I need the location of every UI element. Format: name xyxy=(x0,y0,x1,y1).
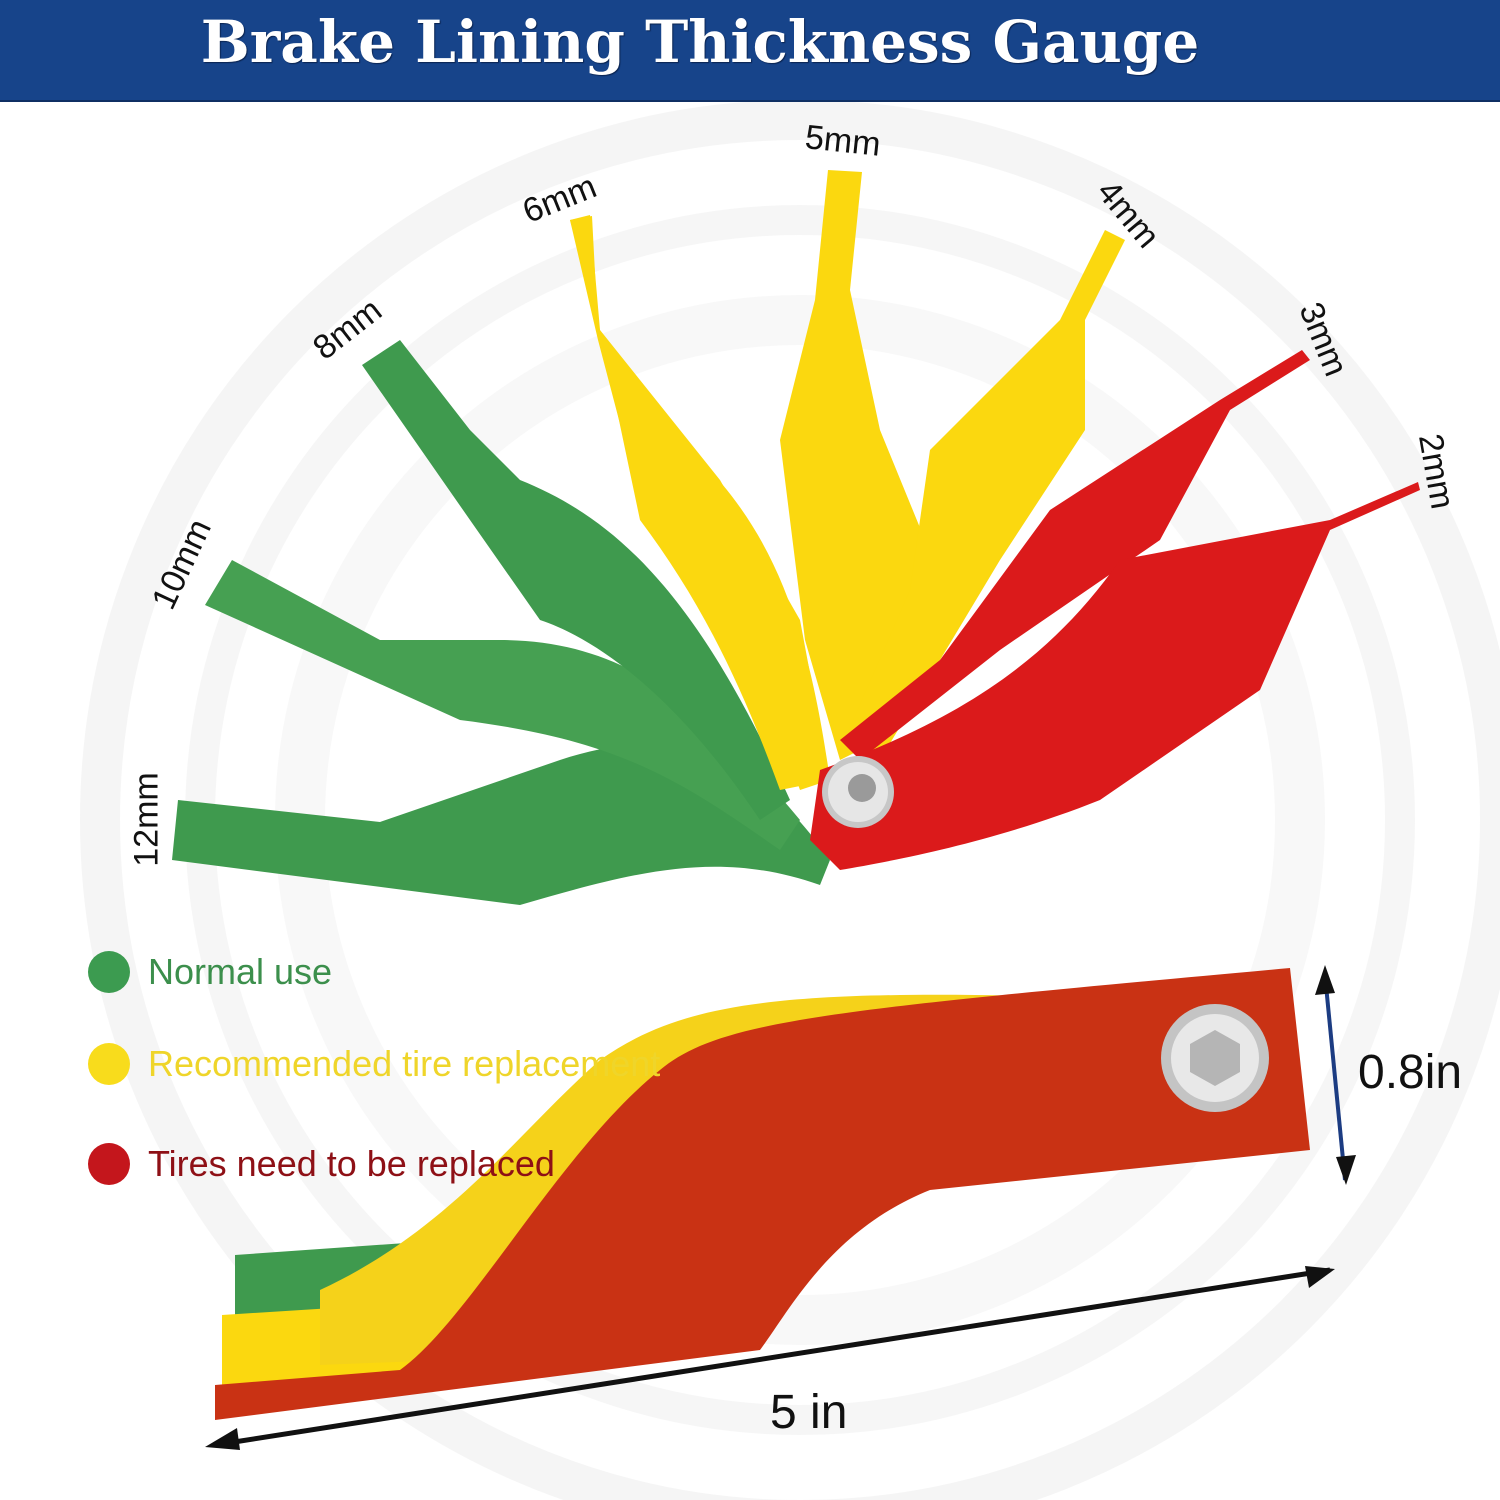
height-dimension-arrow xyxy=(1315,965,1356,1185)
blade-10mm xyxy=(205,560,800,850)
blade-5mm xyxy=(780,170,925,760)
blade-3mm xyxy=(840,350,1310,760)
blade-8mm xyxy=(362,340,790,820)
blade-2mm xyxy=(810,482,1420,870)
yellow-dot-icon xyxy=(88,1043,130,1085)
blade-label-5mm: 5mm xyxy=(803,118,883,164)
blade-6mm xyxy=(570,215,830,790)
height-dimension-label: 0.8in xyxy=(1358,1046,1463,1099)
blade-12mm xyxy=(172,744,830,905)
length-dimension-label: 5 in xyxy=(770,1386,848,1439)
legend-item-normal-use: Normal use xyxy=(88,951,332,993)
red-dot-icon xyxy=(88,1143,130,1185)
legend-item-recommended-replacement: Recommended tire replacement xyxy=(88,1043,660,1085)
legend-item-must-replace: Tires need to be replaced xyxy=(88,1143,555,1185)
length-dimension-arrow xyxy=(205,1266,1335,1450)
gauge-side-view xyxy=(215,968,1310,1420)
blade-4mm xyxy=(840,230,1125,760)
green-dot-icon xyxy=(88,951,130,993)
page-title: Brake Lining Thickness Gauge xyxy=(200,8,1200,76)
legend-label: Normal use xyxy=(148,951,333,992)
title-banner: Brake Lining Thickness Gauge xyxy=(0,0,1500,102)
legend-label: Tires need to be replaced xyxy=(148,1143,555,1184)
blade-label-12mm: 12mm xyxy=(127,772,166,867)
legend-label: Recommended tire replacement xyxy=(148,1043,661,1084)
pivot-screw-icon xyxy=(822,756,894,828)
